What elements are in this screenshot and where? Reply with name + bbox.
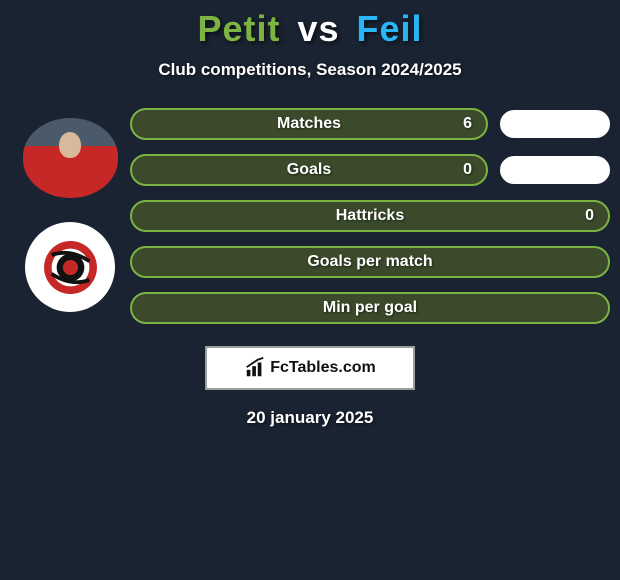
stat-bars: Matches 6 Goals 0 Hattricks 0 (130, 108, 610, 324)
player2-name: Feil (357, 8, 423, 49)
infographic-container: Petit vs Feil Club competitions, Season … (0, 0, 620, 428)
stat-pill-right-goals (500, 156, 610, 184)
stats-area: Matches 6 Goals 0 Hattricks 0 (0, 108, 620, 324)
player2-avatar (25, 222, 115, 312)
stat-bar-left-mpg: Min per goal (130, 292, 610, 324)
stat-value-left: 0 (585, 207, 594, 225)
vs-text: vs (297, 8, 339, 49)
stat-label: Min per goal (323, 299, 417, 317)
stat-bar-left-hattricks: Hattricks 0 (130, 200, 610, 232)
stat-row-hattricks: Hattricks 0 (130, 200, 610, 232)
stat-row-matches: Matches 6 (130, 108, 610, 140)
stat-label: Hattricks (336, 207, 404, 225)
stat-label: Goals (287, 161, 331, 179)
player1-avatar (23, 118, 118, 198)
stat-row-gpm: Goals per match (130, 246, 610, 278)
brand-box[interactable]: FcTables.com (205, 346, 415, 390)
stat-bar-left-gpm: Goals per match (130, 246, 610, 278)
player1-name: Petit (197, 8, 280, 49)
stat-bar-left-matches: Matches 6 (130, 108, 488, 140)
stat-row-goals: Goals 0 (130, 154, 610, 186)
brand-text: FcTables.com (270, 359, 376, 377)
stat-pill-right-matches (500, 110, 610, 138)
avatars-column (10, 108, 130, 312)
stat-value-left: 0 (463, 161, 472, 179)
date-text: 20 january 2025 (247, 408, 374, 428)
hurricane-logo-icon (39, 236, 102, 299)
stat-label: Matches (277, 115, 341, 133)
chart-icon (244, 357, 266, 379)
page-title: Petit vs Feil (197, 8, 422, 50)
stat-row-mpg: Min per goal (130, 292, 610, 324)
stat-value-left: 6 (463, 115, 472, 133)
subtitle: Club competitions, Season 2024/2025 (158, 60, 461, 80)
stat-label: Goals per match (307, 253, 432, 271)
stat-bar-left-goals: Goals 0 (130, 154, 488, 186)
